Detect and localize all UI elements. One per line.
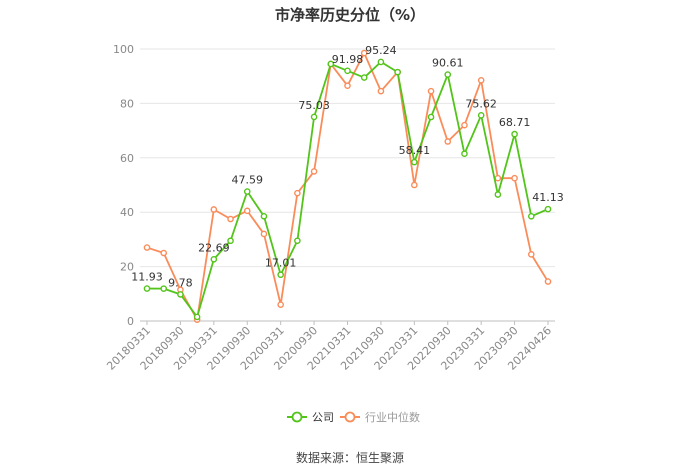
industry-median-data-point	[294, 189, 301, 197]
data-label: 17.01	[265, 257, 297, 270]
industry-median-data-point	[427, 87, 435, 95]
company-data-point	[243, 188, 251, 195]
company-data-point	[444, 71, 452, 78]
data-label: 75.62	[465, 97, 497, 110]
industry-median-data-point	[544, 278, 552, 285]
industry-median-data-point	[277, 301, 284, 308]
company-data-point	[227, 237, 234, 245]
company-data-point	[277, 271, 284, 279]
y-tick-label: 80	[120, 97, 134, 110]
company-data-point	[160, 285, 168, 292]
data-label: 95.24	[365, 44, 397, 57]
industry-median-data-point	[143, 244, 151, 251]
company-data-point	[260, 212, 268, 220]
company-data-point	[544, 205, 552, 213]
industry-median-data-point	[360, 49, 368, 57]
company-data-point	[360, 74, 368, 81]
industry-median-data-point	[344, 82, 351, 90]
data-label: 91.98	[332, 53, 364, 66]
company-data-point	[310, 113, 318, 121]
industry-median-data-point	[527, 251, 535, 258]
legend-item-company-label: 公司	[312, 411, 334, 424]
industry-median-data-point	[377, 87, 385, 95]
industry-median-data-point	[511, 174, 518, 182]
company-data-point	[527, 212, 535, 220]
company-data-point	[511, 130, 518, 138]
company-data-point	[494, 191, 502, 198]
industry-median-data-point	[461, 121, 468, 129]
data-label: 58.41	[399, 144, 431, 157]
data-label: 47.59	[232, 174, 264, 187]
data-source: 数据来源：恒生聚源	[295, 451, 404, 465]
y-tick-label: 0	[127, 315, 134, 328]
y-tick-label: 40	[120, 206, 134, 219]
industry-median-data-point	[477, 76, 485, 84]
industry-median-data-point	[227, 215, 234, 223]
chart-title: 市净率历史分位（%）	[274, 6, 426, 24]
data-label: 75.03	[298, 99, 330, 112]
industry-median-data-point	[243, 207, 251, 215]
industry-median-data-point	[310, 168, 318, 175]
legend-item-company-marker	[291, 411, 303, 423]
legend-item-industry-median-marker	[344, 411, 356, 423]
y-tick-label: 20	[120, 261, 134, 274]
company-data-point	[411, 158, 418, 166]
industry-median-data-point	[444, 138, 452, 145]
company-data-point	[143, 285, 151, 292]
industry-median-data-point	[260, 230, 268, 238]
data-label: 11.93	[131, 271, 163, 284]
company-data-point	[377, 58, 385, 66]
company-data-point	[461, 150, 468, 158]
company-data-point	[294, 237, 301, 245]
company-data-point	[177, 291, 184, 298]
company-data-point	[327, 60, 335, 68]
company-data-point	[193, 313, 201, 321]
data-label: 22.69	[198, 241, 230, 254]
industry-median-data-point	[494, 174, 502, 182]
company-data-point	[344, 67, 351, 75]
company-data-point	[477, 112, 485, 119]
company-data-point	[427, 113, 435, 121]
y-tick-label: 60	[120, 152, 134, 165]
industry-median-data-point	[210, 206, 218, 213]
data-label: 68.71	[499, 116, 531, 129]
industry-median-data-point	[160, 249, 168, 257]
company-data-point	[210, 255, 218, 263]
y-tick-label: 100	[113, 43, 134, 56]
data-label: 90.61	[432, 57, 464, 70]
data-label: 41.13	[532, 191, 564, 204]
company-data-point	[394, 68, 401, 76]
data-label: 9.78	[168, 276, 193, 289]
industry-median-data-point	[411, 181, 418, 189]
legend-item-industry-median-label: 行业中位数	[365, 410, 420, 424]
